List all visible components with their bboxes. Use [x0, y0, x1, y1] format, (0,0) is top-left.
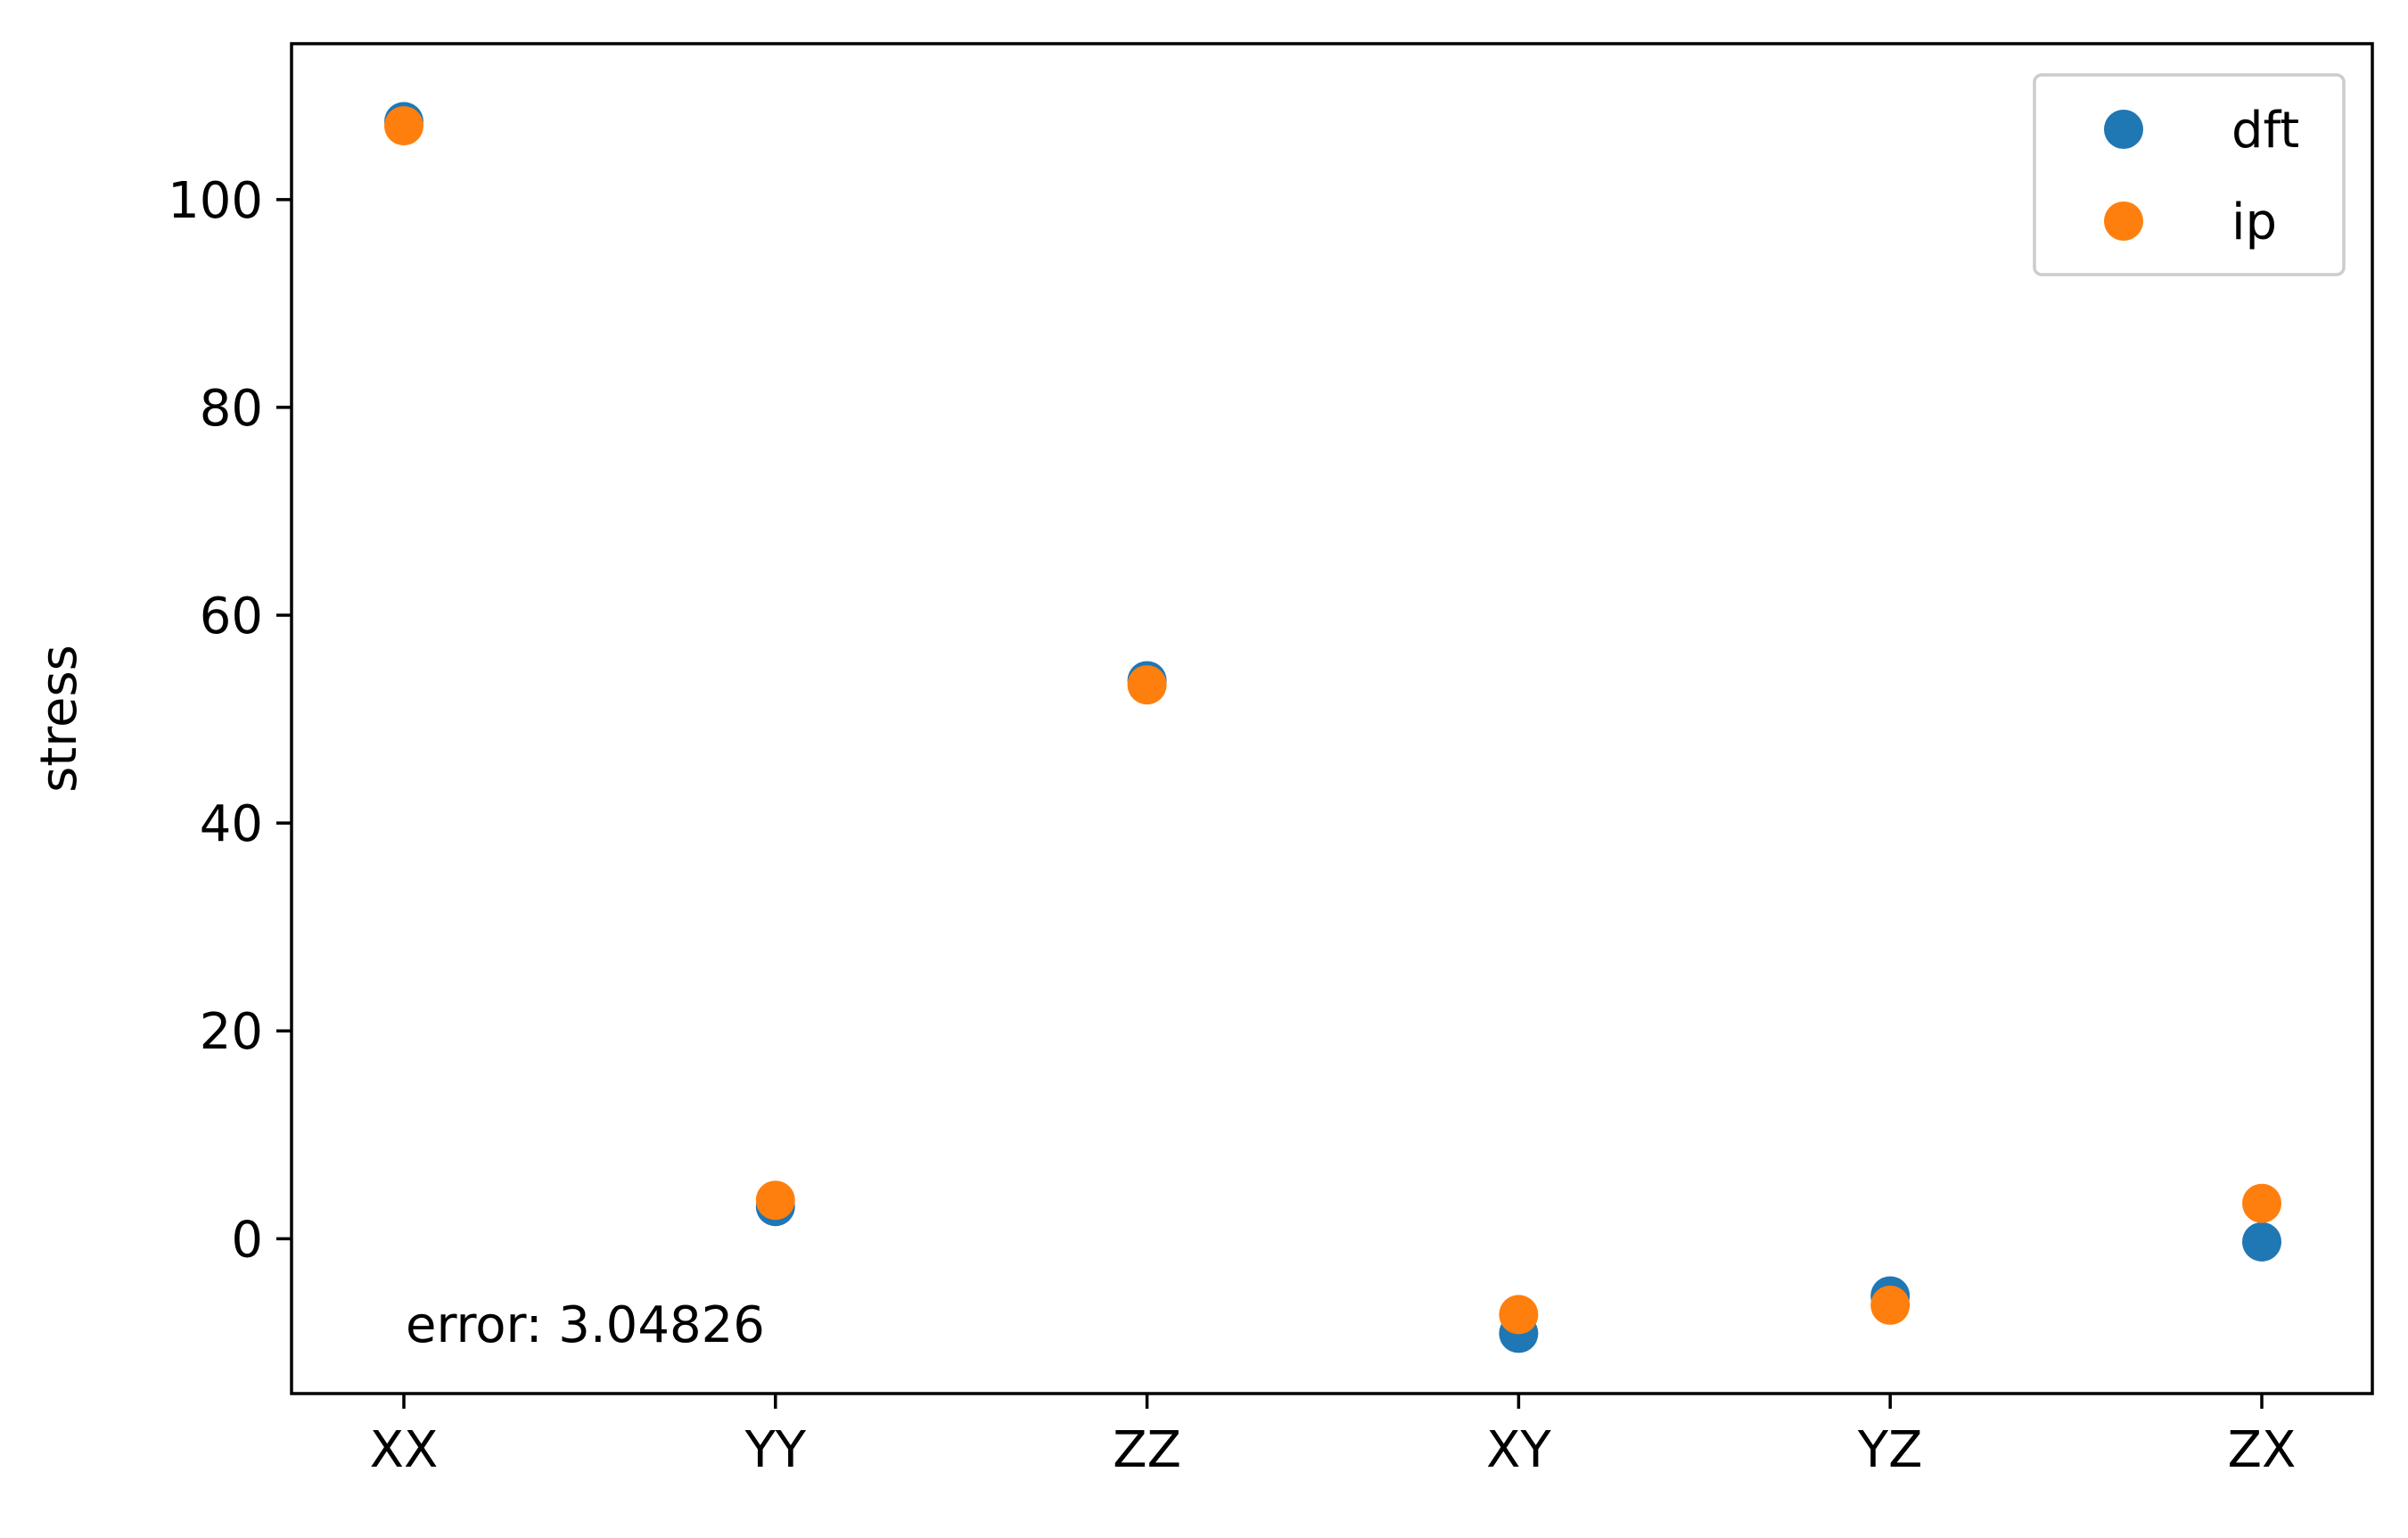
- legend: dft ip: [2033, 73, 2346, 276]
- data-point-ip-zx: [2242, 1183, 2281, 1223]
- data-points: [384, 102, 2281, 1353]
- data-point-dft-zx: [2242, 1221, 2281, 1262]
- x-tick-label: YY: [744, 1421, 807, 1479]
- data-point-ip-yy: [755, 1180, 795, 1221]
- data-point-ip-xx: [384, 106, 423, 146]
- error-annotation: error: 3.04826: [406, 1296, 765, 1354]
- x-tick-label: YZ: [1857, 1421, 1923, 1479]
- x-tick-label: XY: [1486, 1421, 1551, 1479]
- y-tick-label: 0: [231, 1211, 263, 1269]
- legend-marker-ip: [2104, 202, 2143, 241]
- data-point-ip-xy: [1499, 1295, 1539, 1335]
- axes-frame: [290, 42, 2374, 1395]
- legend-label-dft: dft: [2231, 102, 2299, 160]
- y-tick-label: 40: [200, 795, 263, 853]
- y-axis: 0 20 40 60 80 100: [168, 172, 292, 1269]
- data-point-ip-zz: [1127, 665, 1167, 705]
- legend-marker-dft: [2104, 110, 2143, 149]
- y-tick-label: 100: [168, 172, 263, 230]
- x-tick-label: ZZ: [1113, 1421, 1181, 1479]
- y-tick-label: 80: [200, 380, 263, 438]
- x-axis: XX YY ZZ XY YZ ZX: [370, 1394, 2297, 1479]
- y-tick-label: 20: [200, 1003, 263, 1061]
- legend-label-ip: ip: [2231, 193, 2277, 251]
- x-tick-label: XX: [370, 1421, 439, 1479]
- data-point-ip-yz: [1870, 1285, 1911, 1325]
- x-tick-label: ZX: [2228, 1421, 2297, 1479]
- y-tick-label: 60: [200, 588, 263, 646]
- y-axis-label: stress: [30, 645, 88, 793]
